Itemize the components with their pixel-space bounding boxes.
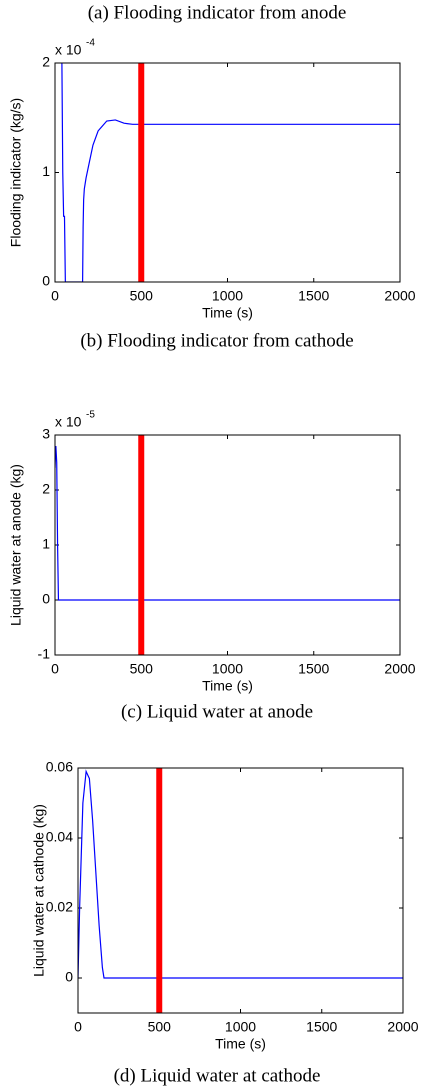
caption: (c) Liquid water at anode: [121, 701, 313, 722]
x-tick-label: 2000: [384, 288, 415, 304]
x-tick-label: 2000: [384, 661, 415, 677]
y-multiplier: x 10: [55, 414, 82, 430]
caption: (b) Flooding indicator from cathode: [80, 330, 353, 351]
y-axis-label: Liquid water at anode (kg): [8, 464, 24, 626]
y-tick-label: -1: [38, 646, 51, 662]
y-tick-label: 1: [42, 163, 50, 179]
data-line: [61, 63, 400, 282]
x-axis-label: Time (s): [202, 678, 253, 694]
y-axis-label: Flooding indicator (kg/s): [8, 98, 24, 247]
x-tick-label: 500: [148, 1019, 172, 1035]
x-tick-label: 500: [130, 661, 154, 677]
y-tick-label: 0.04: [46, 829, 73, 845]
data-line: [55, 445, 400, 601]
x-tick-label: 0: [74, 1019, 82, 1035]
axes-box: [77, 767, 404, 1014]
y-multiplier-exponent: -4: [86, 38, 95, 49]
caption: (d) Liquid water at cathode: [114, 1065, 321, 1086]
caption: (a) Flooding indicator from anode: [88, 2, 347, 23]
x-tick-label: 1500: [298, 661, 329, 677]
x-axis-label: Time (s): [202, 305, 253, 321]
x-tick-label: 1000: [225, 1019, 256, 1035]
y-tick-label: 0.02: [46, 899, 73, 915]
x-tick-label: 0: [51, 661, 59, 677]
data-line: [78, 769, 403, 979]
x-tick-label: 1500: [306, 1019, 337, 1035]
x-tick-label: 0: [51, 288, 59, 304]
y-tick-label: 0: [42, 273, 50, 289]
x-tick-label: 1500: [298, 288, 329, 304]
y-tick-label: 2: [42, 54, 50, 70]
x-tick-label: 1000: [212, 661, 243, 677]
y-tick-label: 2: [42, 481, 50, 497]
y-multiplier: x 10: [55, 42, 82, 58]
x-tick-label: 2000: [387, 1019, 418, 1035]
x-axis-label: Time (s): [215, 1036, 266, 1052]
x-tick-label: 1000: [212, 288, 243, 304]
y-multiplier-exponent: -5: [86, 410, 95, 421]
y-tick-label: 3: [42, 426, 50, 442]
x-tick-label: 500: [130, 288, 154, 304]
y-tick-label: 0.06: [46, 759, 73, 775]
y-tick-label: 0: [65, 969, 73, 985]
y-axis-label: Liquid water at cathode (kg): [31, 804, 47, 977]
y-tick-label: 1: [42, 536, 50, 552]
y-tick-label: 0: [42, 591, 50, 607]
axes-box: [54, 62, 401, 283]
axes-box: [54, 434, 401, 656]
